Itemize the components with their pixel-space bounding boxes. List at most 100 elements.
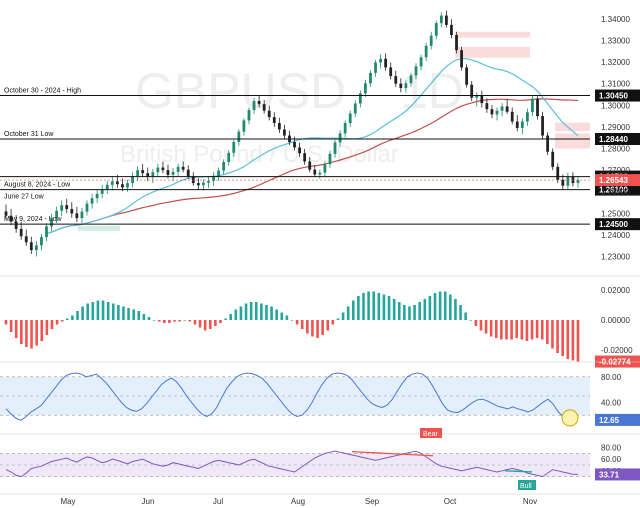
candle-body — [131, 176, 134, 184]
histogram-bar — [566, 320, 570, 359]
zones — [78, 31, 590, 231]
candle-body — [4, 211, 8, 216]
histogram-bar — [464, 312, 467, 320]
price-panel-bg — [0, 0, 590, 272]
histogram-bars — [4, 291, 580, 362]
candle — [551, 148, 555, 171]
candle-body — [252, 100, 256, 111]
histogram-bar — [530, 320, 534, 340]
histogram-bar — [9, 320, 13, 332]
candle-body — [384, 58, 388, 68]
candle-body — [546, 135, 550, 152]
histogram-bar — [229, 314, 233, 320]
candle-body — [9, 215, 13, 222]
time-tick-label: Nov — [523, 497, 537, 506]
candle-body — [348, 113, 352, 124]
candle-body — [217, 170, 220, 177]
histogram-bar — [336, 318, 340, 320]
price-tick-label: 1.23000 — [601, 253, 630, 262]
level-value-text: 1.28440 — [599, 135, 628, 144]
candles[interactable] — [4, 10, 580, 257]
histogram-bar — [428, 296, 432, 320]
histogram-bar — [300, 320, 304, 329]
candle-body — [303, 153, 307, 162]
histogram-bar — [306, 320, 309, 334]
rsi-current-bg — [595, 468, 640, 481]
histogram-bar — [122, 306, 125, 320]
candle-body — [115, 181, 119, 185]
histogram-bar — [525, 320, 529, 341]
histogram-bar — [505, 320, 508, 340]
candle-body — [556, 166, 560, 180]
histogram-bar — [571, 320, 575, 361]
histogram-bar — [178, 320, 181, 322]
price-tick-label: 1.32000 — [601, 58, 630, 67]
histogram-bar — [60, 320, 64, 322]
candle — [364, 79, 367, 98]
histogram-bar — [208, 320, 212, 329]
candle — [196, 178, 200, 191]
histogram-bar — [76, 311, 79, 320]
rsi-tick-label: 60.00 — [601, 455, 622, 464]
candle — [50, 213, 53, 232]
candle — [384, 53, 388, 71]
watermark-instrument-name: British Pound / U.S. Dollar — [120, 141, 399, 168]
watermark-timeframe: 1D — [400, 63, 464, 119]
candle-body — [247, 110, 251, 121]
time-axis: May Jun Jul Aug Sep Oct Nov — [0, 275, 640, 506]
candle — [136, 166, 140, 181]
histogram-bar — [285, 315, 289, 320]
candle-body — [121, 184, 124, 188]
histogram-bar — [14, 320, 18, 338]
histogram-bar — [224, 318, 227, 320]
level-label: October 31 Low — [4, 131, 54, 138]
candle-body — [95, 193, 99, 199]
histogram-bar — [546, 320, 549, 344]
price-tick-label: 1.24000 — [601, 231, 630, 240]
histogram-bar — [357, 296, 360, 320]
candle-body — [60, 205, 64, 211]
histogram-bar — [101, 300, 105, 320]
candle — [369, 70, 372, 87]
histogram-axis: 0.02000 0.00000 -0.02000-0.02774 — [595, 286, 640, 368]
histogram-bar — [290, 320, 294, 321]
price-tick-label: 1.31000 — [601, 80, 630, 89]
candle-body — [262, 104, 266, 111]
histogram-tick-label: 0.02000 — [601, 286, 630, 295]
histogram-bar — [152, 320, 156, 321]
histogram-bar — [203, 320, 207, 331]
candle-body — [409, 75, 413, 84]
candle — [531, 95, 534, 117]
candle — [500, 103, 504, 117]
histogram-bar — [351, 300, 355, 320]
candle-body — [404, 83, 408, 88]
candle-body — [90, 198, 94, 204]
candle-body — [520, 121, 524, 128]
rsi-line — [5, 450, 579, 478]
candle — [424, 42, 428, 61]
level-value-text: 1.26100 — [599, 186, 628, 195]
histogram-bar — [408, 306, 411, 320]
candle — [181, 161, 185, 173]
candle-body — [338, 133, 342, 143]
histogram-bar — [331, 320, 335, 325]
candle — [318, 169, 322, 179]
level-label: June 27 Low — [4, 194, 45, 201]
price-axis: 1.34000 1.33000 1.32000 1.31000 1.30000 1.290… — [601, 15, 630, 262]
histogram-bar — [311, 320, 314, 337]
candle-body — [161, 167, 165, 171]
candle-body — [186, 169, 190, 177]
candle-body — [146, 173, 150, 178]
histogram-bar — [96, 300, 100, 320]
histogram-bar — [403, 305, 406, 320]
candle-body — [19, 228, 23, 237]
candle — [444, 10, 448, 28]
candle-body — [444, 15, 448, 25]
candle — [495, 107, 499, 121]
histogram-bar — [132, 309, 135, 320]
histogram-bar — [219, 320, 222, 323]
candle-body — [100, 189, 104, 194]
candle — [232, 139, 236, 157]
